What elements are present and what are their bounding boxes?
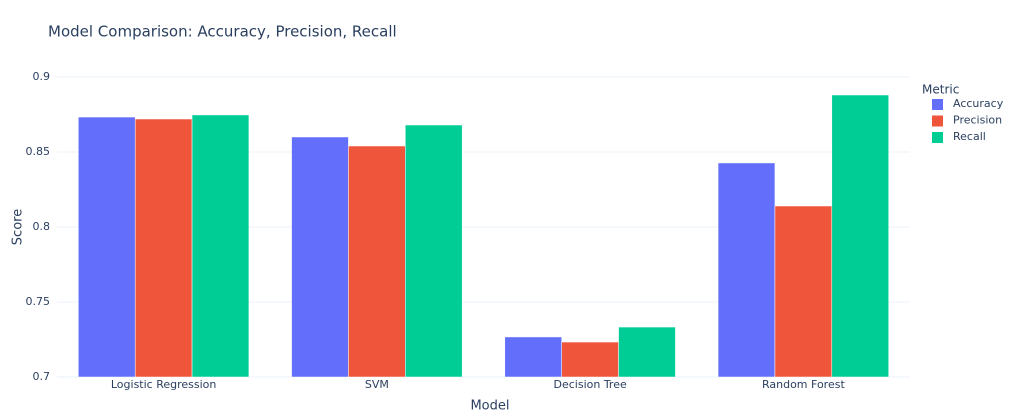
legend-label: Recall: [953, 130, 986, 143]
y-tick-label: 0.7: [33, 370, 51, 383]
bar: [504, 336, 562, 378]
y-tick-label: 0.8: [33, 220, 51, 233]
bar: [134, 118, 193, 378]
x-tick-label: Logistic Regression: [111, 378, 217, 391]
bar: [831, 94, 889, 378]
y-tick-label: 0.75: [26, 295, 51, 308]
bar: [291, 136, 349, 378]
x-tick-label: Random Forest: [762, 378, 845, 391]
x-axis-title: Model: [470, 399, 509, 414]
legend-label: Precision: [953, 114, 1002, 127]
x-tick-label: SVM: [365, 378, 389, 391]
chart-title: Model Comparison: Accuracy, Precision, R…: [48, 23, 397, 41]
y-tick-label: 0.9: [33, 70, 51, 83]
bar: [348, 145, 406, 378]
legend-swatch: [932, 99, 943, 110]
bar: [191, 114, 250, 378]
bar: [561, 341, 619, 378]
y-tick-label: 0.85: [26, 145, 51, 158]
x-tick-label: Decision Tree: [554, 378, 627, 391]
bar: [774, 205, 833, 378]
bar: [618, 326, 676, 378]
legend-swatch: [932, 132, 943, 143]
bar: [78, 116, 136, 378]
bar: [717, 162, 776, 378]
y-axis-title: Score: [11, 209, 26, 245]
bar: [405, 124, 463, 378]
legend-label: Accuracy: [953, 97, 1004, 110]
legend-title: Metric: [922, 83, 959, 97]
legend-swatch: [932, 115, 943, 127]
